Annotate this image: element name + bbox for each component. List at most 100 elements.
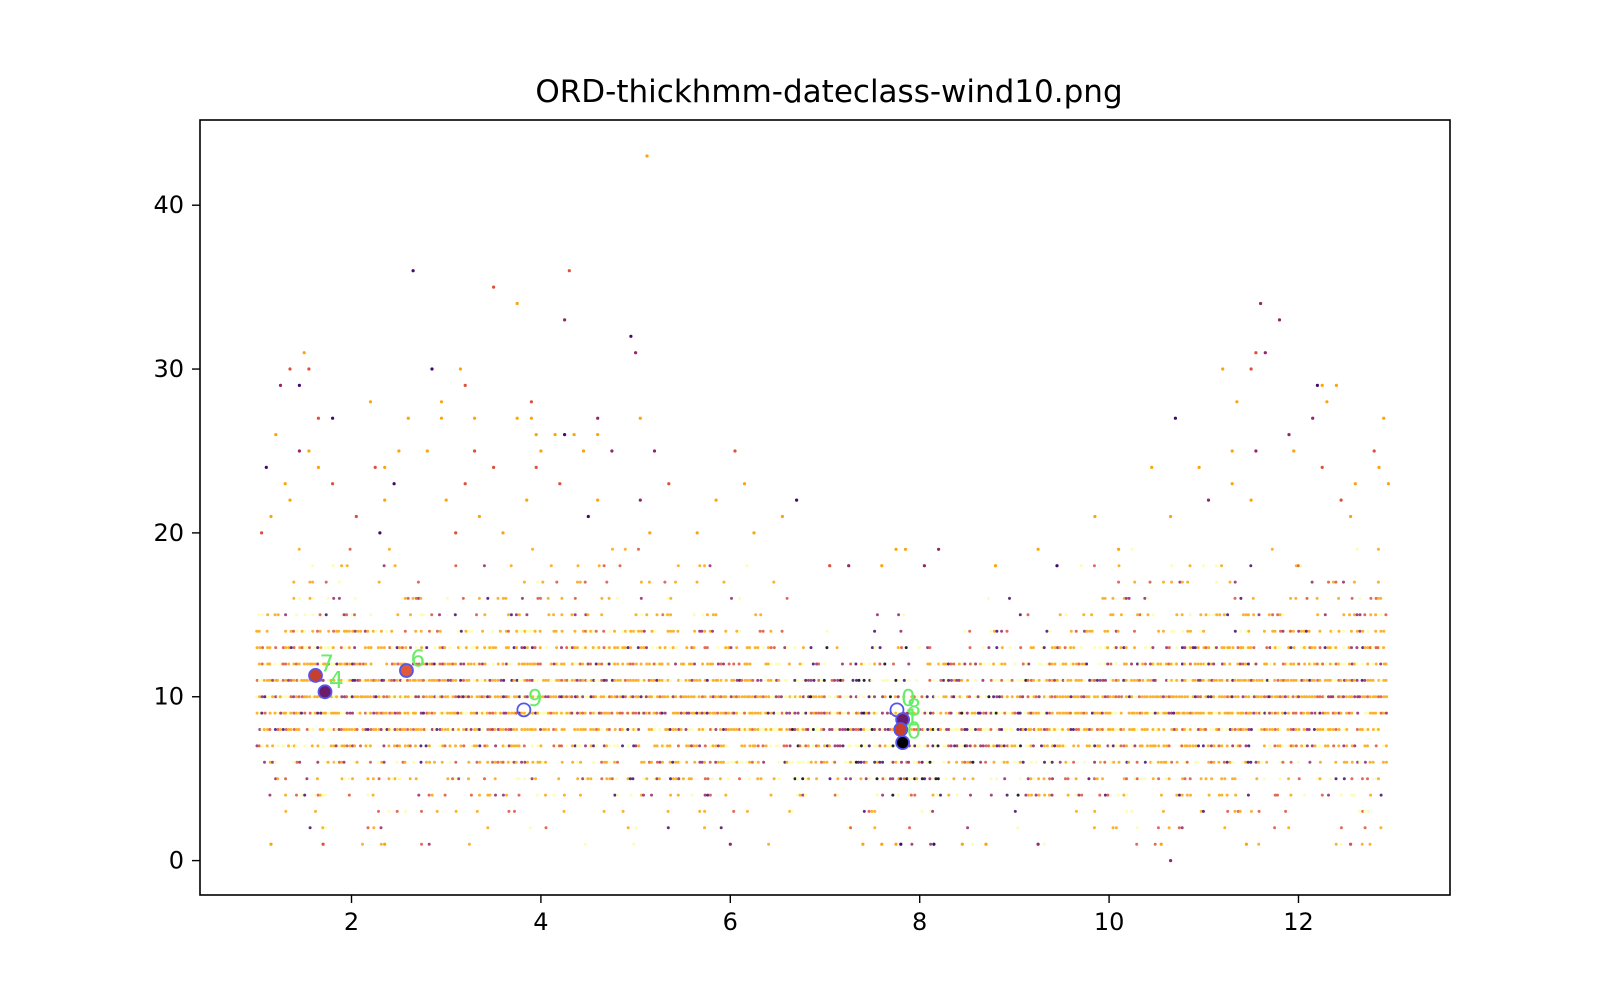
- data-point: [451, 662, 455, 666]
- data-point: [1262, 629, 1266, 633]
- data-point: [347, 646, 351, 650]
- data-point: [496, 728, 500, 731]
- data-point: [1331, 678, 1335, 682]
- data-point: [647, 695, 651, 699]
- data-point: [368, 744, 372, 748]
- data-point: [1050, 793, 1054, 797]
- data-point: [1303, 744, 1307, 748]
- data-point: [815, 777, 819, 781]
- outlier-point: [960, 842, 964, 846]
- data-point: [836, 695, 840, 699]
- data-point: [393, 711, 397, 715]
- data-point: [912, 760, 916, 764]
- data-point: [878, 728, 882, 731]
- data-point: [823, 744, 826, 748]
- data-point: [960, 728, 964, 731]
- data-point: [1382, 678, 1386, 682]
- data-point: [1327, 695, 1330, 699]
- data-point: [719, 744, 723, 748]
- data-point: [560, 662, 563, 666]
- data-point: [716, 744, 720, 748]
- data-point: [1368, 695, 1372, 699]
- data-point: [369, 728, 373, 731]
- data-point: [403, 711, 407, 715]
- data-point: [743, 662, 747, 666]
- data-point: [1050, 678, 1054, 682]
- data-point: [1302, 793, 1306, 797]
- data-point: [384, 711, 388, 715]
- data-point: [697, 728, 701, 731]
- data-point: [1082, 678, 1086, 682]
- data-point: [329, 678, 333, 682]
- data-point: [1220, 695, 1224, 699]
- data-point: [1037, 662, 1041, 666]
- data-point: [722, 695, 726, 699]
- data-point: [1249, 711, 1253, 715]
- data-point: [454, 564, 458, 568]
- data-point: [1145, 695, 1149, 699]
- data-point: [743, 744, 747, 748]
- data-point: [1185, 728, 1189, 731]
- data-point: [1268, 662, 1272, 666]
- data-point: [345, 711, 349, 715]
- data-point: [491, 760, 494, 764]
- data-point: [372, 711, 376, 715]
- data-point: [419, 728, 423, 731]
- data-point: [820, 728, 823, 731]
- data-point: [1220, 711, 1224, 715]
- data-point: [295, 760, 299, 764]
- data-point: [353, 695, 357, 699]
- data-point: [1156, 711, 1160, 715]
- data-point: [592, 760, 596, 764]
- data-point: [573, 662, 577, 666]
- data-point: [1188, 728, 1192, 731]
- data-point: [1032, 695, 1036, 699]
- data-point: [708, 711, 712, 715]
- data-point: [493, 678, 497, 682]
- data-point: [1103, 629, 1107, 633]
- data-point: [392, 678, 396, 682]
- data-point: [1178, 580, 1182, 584]
- data-point: [663, 695, 667, 699]
- data-point: [1051, 777, 1054, 781]
- data-point: [584, 613, 588, 617]
- data-point: [629, 728, 633, 731]
- data-point: [1321, 695, 1325, 699]
- data-point: [573, 596, 577, 600]
- outlier-point: [714, 498, 718, 502]
- data-point: [425, 711, 429, 715]
- data-point: [472, 646, 476, 650]
- data-point: [989, 777, 993, 781]
- data-point: [732, 728, 736, 731]
- data-point: [457, 695, 461, 699]
- data-point: [1220, 678, 1224, 682]
- data-point: [350, 613, 354, 617]
- data-point: [332, 678, 336, 682]
- data-point: [534, 777, 538, 781]
- data-point: [1279, 760, 1283, 764]
- data-point: [900, 646, 903, 650]
- data-point: [461, 596, 465, 600]
- data-point: [1326, 678, 1330, 682]
- data-point: [705, 646, 709, 650]
- data-point: [679, 760, 683, 764]
- data-point: [1220, 744, 1224, 748]
- data-point: [756, 711, 760, 715]
- outlier-point: [553, 433, 557, 437]
- data-point: [284, 613, 288, 617]
- data-point: [833, 678, 837, 682]
- data-point: [1299, 711, 1303, 715]
- data-point: [1257, 842, 1261, 846]
- data-point: [509, 728, 513, 731]
- data-point: [676, 711, 680, 715]
- data-point: [1379, 695, 1383, 699]
- data-point: [1066, 695, 1070, 699]
- data-point: [688, 728, 691, 731]
- data-point: [1157, 629, 1161, 633]
- data-point: [1199, 728, 1203, 731]
- data-point: [1178, 793, 1181, 797]
- data-point: [422, 695, 425, 699]
- data-point: [1300, 646, 1303, 650]
- data-point: [347, 777, 351, 781]
- outlier-point: [383, 842, 387, 846]
